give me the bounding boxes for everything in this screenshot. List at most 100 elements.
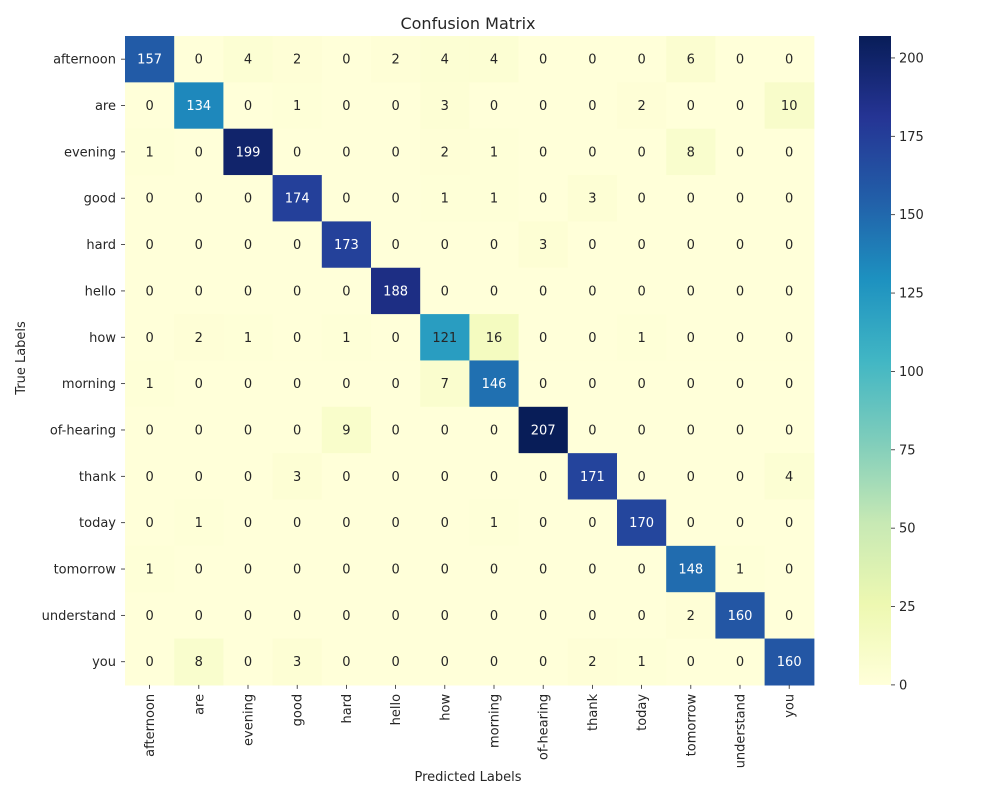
y-tick-label-thank: thank: [79, 470, 117, 485]
cell-label-afternoon-afternoon: 157: [137, 53, 162, 68]
cell-label-understand-tomorrow: 2: [687, 609, 695, 624]
cell-label-hello-how: 0: [441, 284, 449, 299]
cell-label-you-you: 160: [777, 655, 802, 670]
colorbar-tick-label-50: 50: [899, 522, 916, 537]
cell-label-good-how: 1: [441, 192, 449, 207]
cell-hello-morning: [469, 267, 520, 315]
cell-good-how: [420, 175, 470, 222]
cell-are-good: [272, 82, 323, 130]
cell-label-hard-hard: 173: [334, 238, 359, 253]
cell-understand-understand: [715, 592, 766, 640]
x-tick-label-hard: hard: [340, 694, 355, 724]
cell-you-today: [617, 638, 667, 686]
cell-label-today-today: 170: [629, 516, 654, 531]
cell-good-afternoon: [125, 175, 175, 222]
colorbar-tick-label-150: 150: [899, 208, 924, 223]
cell-morning-hello: [371, 360, 421, 408]
cell-are-are: [174, 82, 224, 130]
colorbar-tick-label-125: 125: [899, 287, 924, 302]
cell-evening-morning: [469, 128, 520, 176]
cell-you-hard: [321, 638, 372, 686]
cell-label-tomorrow-good: 0: [293, 563, 301, 578]
cell-label-morning-are: 0: [195, 377, 203, 392]
cell-of-hearing-today: [617, 406, 667, 454]
cell-evening-hello: [371, 128, 421, 176]
cell-label-thank-how: 0: [441, 470, 449, 485]
cell-how-how: [420, 314, 470, 362]
cell-label-evening-thank: 0: [588, 145, 596, 160]
cell-thank-tomorrow: [666, 453, 716, 501]
cell-hello-afternoon: [125, 267, 175, 315]
cell-label-of-hearing-are: 0: [195, 423, 203, 438]
cell-are-you: [764, 82, 815, 130]
cell-label-evening-hard: 0: [342, 145, 350, 160]
cell-understand-you: [764, 592, 815, 640]
cell-today-understand: [715, 499, 766, 547]
x-axis-ticks: afternoon are evening good hard hello how morni…: [143, 684, 798, 768]
cell-thank-understand: [715, 453, 766, 501]
cell-label-are-tomorrow: 0: [687, 99, 695, 114]
cell-label-you-hard: 0: [342, 655, 350, 670]
cell-label-today-thank: 0: [588, 516, 596, 531]
cell-how-evening: [223, 314, 274, 362]
cell-good-you: [764, 175, 815, 222]
cell-are-hello: [371, 82, 421, 130]
cell-label-hello-thank: 0: [588, 284, 596, 299]
cell-understand-afternoon: [125, 592, 175, 640]
cell-label-good-you: 0: [785, 192, 793, 207]
cell-label-hello-tomorrow: 0: [687, 284, 695, 299]
cell-today-afternoon: [125, 499, 175, 547]
cell-label-hello-are: 0: [195, 284, 203, 299]
cell-good-are: [174, 175, 224, 222]
cell-of-hearing-evening: [223, 406, 274, 454]
cell-label-of-hearing-thank: 0: [588, 423, 596, 438]
cell-label-hard-afternoon: 0: [145, 238, 153, 253]
cell-label-morning-thank: 0: [588, 377, 596, 392]
cell-label-you-morning: 0: [490, 655, 498, 670]
cell-afternoon-you: [764, 36, 815, 83]
cell-good-thank: [567, 175, 618, 222]
cell-label-are-evening: 0: [244, 99, 252, 114]
cell-label-thank-thank: 171: [580, 470, 605, 485]
cell-thank-afternoon: [125, 453, 175, 501]
y-tick-label-of-hearing: of-hearing: [50, 423, 116, 438]
cell-good-tomorrow: [666, 175, 716, 222]
cell-label-how-you: 0: [785, 331, 793, 346]
x-tick-label-evening: evening: [242, 694, 257, 746]
cell-you-afternoon: [125, 638, 175, 686]
cell-label-are-today: 2: [637, 99, 645, 114]
cell-evening-evening: [223, 128, 274, 176]
cell-label-thank-hello: 0: [391, 470, 399, 485]
cell-hard-of-hearing: [518, 221, 569, 269]
cell-label-morning-of-hearing: 0: [539, 377, 547, 392]
cell-are-how: [420, 82, 470, 130]
cell-label-good-today: 0: [637, 192, 645, 207]
cell-of-hearing-morning: [469, 406, 520, 454]
cell-afternoon-are: [174, 36, 224, 83]
cell-label-understand-of-hearing: 0: [539, 609, 547, 624]
cell-afternoon-hello: [371, 36, 421, 83]
cell-afternoon-good: [272, 36, 323, 83]
cell-label-hello-hard: 0: [342, 284, 350, 299]
cell-tomorrow-tomorrow: [666, 545, 716, 593]
cell-afternoon-thank: [567, 36, 618, 83]
cell-label-tomorrow-how: 0: [441, 563, 449, 578]
x-tick-label-are: are: [192, 694, 207, 715]
cell-tomorrow-are: [174, 545, 224, 593]
x-tick-label-afternoon: afternoon: [143, 694, 158, 757]
cell-label-evening-are: 0: [195, 145, 203, 160]
cell-evening-understand: [715, 128, 766, 176]
cell-hard-morning: [469, 221, 520, 269]
y-tick-label-how: how: [89, 331, 116, 346]
cell-label-good-tomorrow: 0: [687, 192, 695, 207]
cell-you-how: [420, 638, 470, 686]
cell-label-how-good: 0: [293, 331, 301, 346]
cell-label-morning-understand: 0: [736, 377, 744, 392]
cell-label-understand-how: 0: [441, 609, 449, 624]
cell-tomorrow-good: [272, 545, 323, 593]
cell-label-understand-understand: 160: [728, 609, 753, 624]
cell-evening-you: [764, 128, 815, 176]
y-tick-label-afternoon: afternoon: [53, 53, 116, 68]
cell-label-hard-you: 0: [785, 238, 793, 253]
y-axis-label: True Labels: [14, 321, 29, 396]
